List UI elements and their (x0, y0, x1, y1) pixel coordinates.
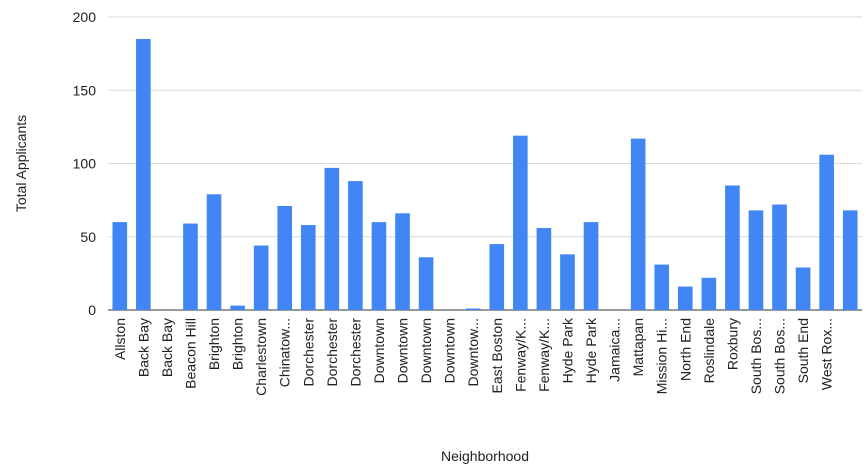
x-tick-label: South End (795, 318, 811, 383)
x-tick-label: South Bos... (772, 318, 788, 394)
bar (136, 38, 151, 310)
bar (112, 222, 128, 310)
x-tick-label: Downtown (418, 318, 434, 383)
x-tick-label: Downtown (442, 318, 458, 383)
x-tick-label: Roxbury (724, 318, 740, 370)
x-tick-label: Fenway/K... (512, 318, 528, 392)
bar (206, 194, 222, 310)
x-tick-label: Brighton (206, 318, 222, 370)
bar (795, 267, 811, 310)
bar (654, 264, 670, 310)
y-tick-label: 150 (73, 82, 97, 98)
x-tick-label: Charlestown (253, 318, 269, 396)
bar (583, 222, 599, 310)
y-axis-ticks: 0 50 100 150 200 (73, 9, 97, 318)
bar (748, 210, 764, 310)
x-tick-label: Mission Hi... (654, 318, 670, 394)
bars (112, 38, 858, 310)
x-tick-label: Jamaica... (607, 318, 623, 382)
x-tick-label: Back Bay (159, 318, 175, 377)
x-tick-label: Chinatow... (277, 318, 293, 387)
bar (418, 257, 434, 310)
x-tick-label: Back Bay (135, 318, 151, 377)
bar (725, 185, 740, 310)
y-tick-label: 100 (73, 156, 97, 172)
bar (465, 308, 481, 310)
bar (230, 305, 245, 310)
x-axis-labels: Allston Back Bay Back Bay Beacon Hill Bright… (112, 317, 835, 396)
y-axis-title: Total Applicants (13, 115, 29, 212)
bar (395, 213, 410, 310)
x-tick-label: Roslindale (701, 318, 717, 384)
bar (300, 225, 316, 310)
bar (277, 205, 293, 310)
x-tick-label: Dorchester (324, 318, 340, 387)
y-tick-label: 200 (73, 9, 97, 25)
x-tick-label: South Bos... (748, 318, 764, 394)
x-tick-label: Fenway/K... (536, 318, 552, 392)
x-tick-label: Allston (112, 318, 128, 360)
bar (371, 222, 387, 310)
x-tick-label: Mattapan (630, 318, 646, 376)
bar (842, 210, 858, 310)
y-tick-label: 0 (88, 302, 96, 318)
bar (253, 245, 269, 310)
x-tick-label: West Rox... (819, 318, 835, 390)
bar (677, 286, 693, 310)
x-tick-label: Beacon Hill (182, 318, 198, 389)
x-tick-label: North End (677, 318, 693, 381)
x-tick-label: Brighton (230, 318, 246, 370)
bar (819, 154, 834, 310)
x-tick-label: Downtow... (465, 318, 481, 386)
bar (630, 138, 646, 310)
bar (772, 204, 787, 310)
x-tick-label: Dorchester (300, 318, 316, 387)
bar (560, 254, 575, 310)
x-tick-label: East Boston (489, 318, 505, 394)
x-axis-title: Neighborhood (441, 448, 529, 464)
y-tick-label: 50 (80, 229, 96, 245)
x-tick-label: Dorchester (347, 318, 363, 387)
x-tick-label: Hyde Park (559, 317, 575, 383)
x-tick-label: Hyde Park (583, 317, 599, 383)
x-tick-label: Downtown (395, 318, 411, 383)
bar (513, 135, 528, 310)
bar (348, 181, 363, 310)
bar (489, 244, 505, 310)
bar (183, 223, 198, 310)
bar (536, 227, 552, 310)
x-tick-label: Downtown (371, 318, 387, 383)
bar (701, 277, 717, 310)
bar (324, 167, 340, 310)
